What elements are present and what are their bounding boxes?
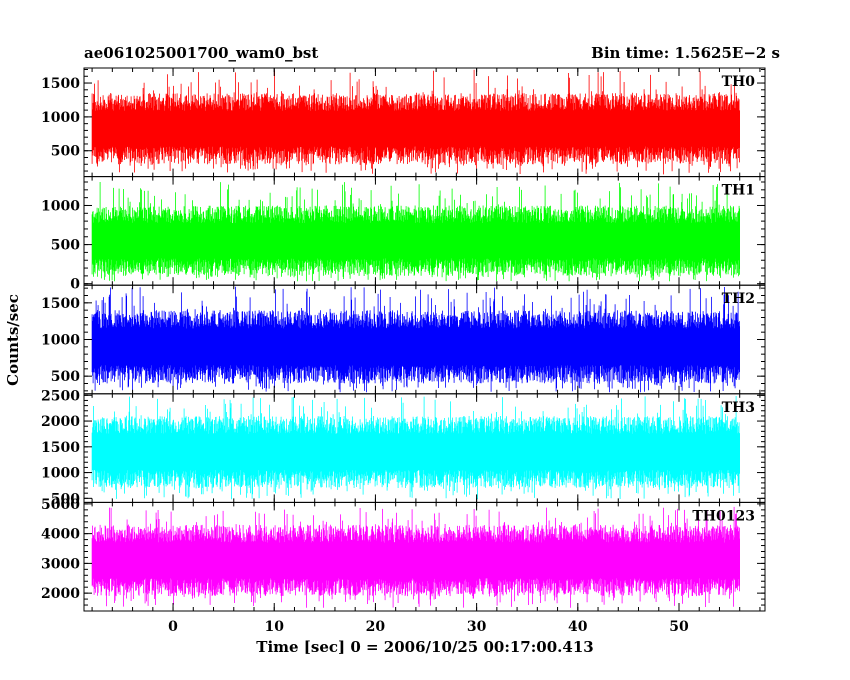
x-axis-label: Time [sec] 0 = 2006/10/25 00:17:00.413	[256, 638, 594, 656]
panel-frame-th0123	[83, 501, 766, 612]
y-tick-label: 500	[51, 238, 80, 254]
y-tick-label: 5000	[41, 497, 80, 513]
chart-title: ae061025001700_wam0_bst	[84, 44, 319, 62]
panel-label-th1: TH1	[722, 183, 755, 199]
y-tick-label: 1500	[41, 440, 80, 456]
x-tick-label: 20	[366, 619, 386, 635]
y-tick-label: 2500	[41, 388, 80, 404]
y-tick-label: 1500	[41, 296, 80, 312]
series-th2	[91, 286, 740, 393]
series-th0123	[91, 506, 740, 608]
y-tick-label: 4000	[41, 527, 80, 543]
bin-time-label: Bin time: 1.5625E−2 s	[591, 44, 780, 62]
y-tick-label: 1000	[41, 333, 80, 349]
series-th1	[91, 182, 740, 282]
y-tick-label: 1000	[41, 466, 80, 482]
y-tick-label: 2000	[41, 414, 80, 430]
y-tick-label: 500	[51, 144, 80, 160]
x-tick-label: 50	[669, 619, 689, 635]
y-tick-label: 500	[51, 369, 80, 385]
series-th0	[91, 69, 740, 175]
x-tick-label: 40	[568, 619, 588, 635]
y-tick-label: 0	[70, 277, 80, 293]
x-tick-label: 10	[264, 619, 284, 635]
series-th3	[91, 396, 740, 500]
y-tick-label: 1000	[41, 110, 80, 126]
y-tick-label: 2000	[41, 586, 80, 602]
y-tick-label: 1500	[41, 76, 80, 92]
y-tick-label: 3000	[41, 556, 80, 572]
y-axis-label: Counts/sec	[4, 294, 22, 386]
panel-label-th0: TH0	[722, 74, 756, 90]
panel-label-th3: TH3	[722, 400, 755, 416]
y-tick-label: 1000	[41, 198, 80, 214]
panel-label-th2: TH2	[722, 291, 755, 307]
x-tick-label: 0	[168, 619, 178, 635]
panel-label-th0123: TH0123	[692, 508, 755, 524]
y-tick-label: 500	[51, 491, 80, 507]
x-tick-label: 30	[467, 619, 487, 635]
